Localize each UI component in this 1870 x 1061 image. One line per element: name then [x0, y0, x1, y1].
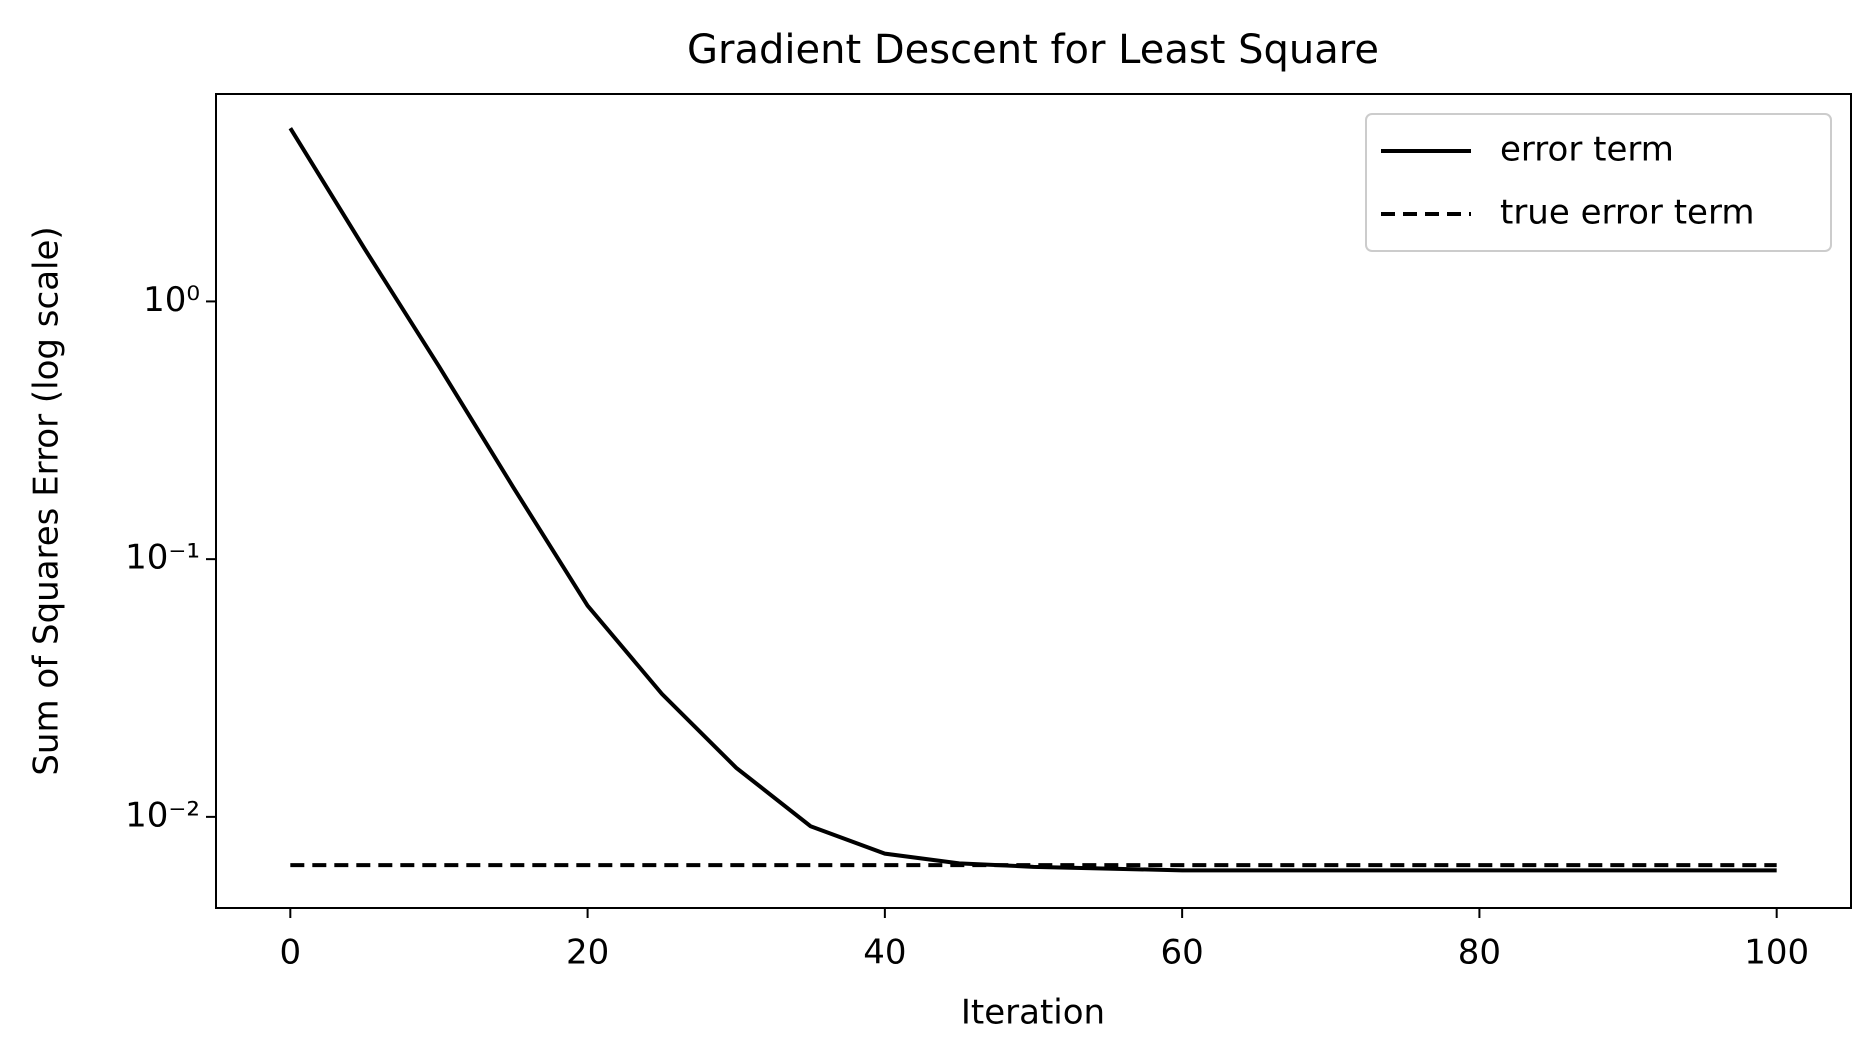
- y-tick-label: 10⁻²: [125, 795, 200, 835]
- x-tick-label: 20: [566, 933, 609, 973]
- y-tick-label: 10⁻¹: [125, 538, 200, 578]
- legend-box: [1365, 113, 1832, 252]
- plot-frame: [215, 93, 1852, 909]
- y-tick-label: 10⁰: [143, 280, 200, 320]
- x-tick-label: 60: [1161, 933, 1204, 973]
- series-line: [288, 127, 1777, 873]
- x-tick-label: 100: [1744, 933, 1809, 973]
- y-axis-label: Sum of Squares Error (log scale): [27, 226, 67, 775]
- chart-title: Gradient Descent for Least Square: [687, 27, 1379, 73]
- legend-label: error term: [1500, 130, 1674, 170]
- x-tick-label: 40: [863, 933, 906, 973]
- x-axis-label: Iteration: [961, 993, 1105, 1033]
- legend-label: true error term: [1500, 193, 1754, 233]
- x-tick-label: 0: [279, 933, 301, 973]
- x-tick-label: 80: [1458, 933, 1501, 973]
